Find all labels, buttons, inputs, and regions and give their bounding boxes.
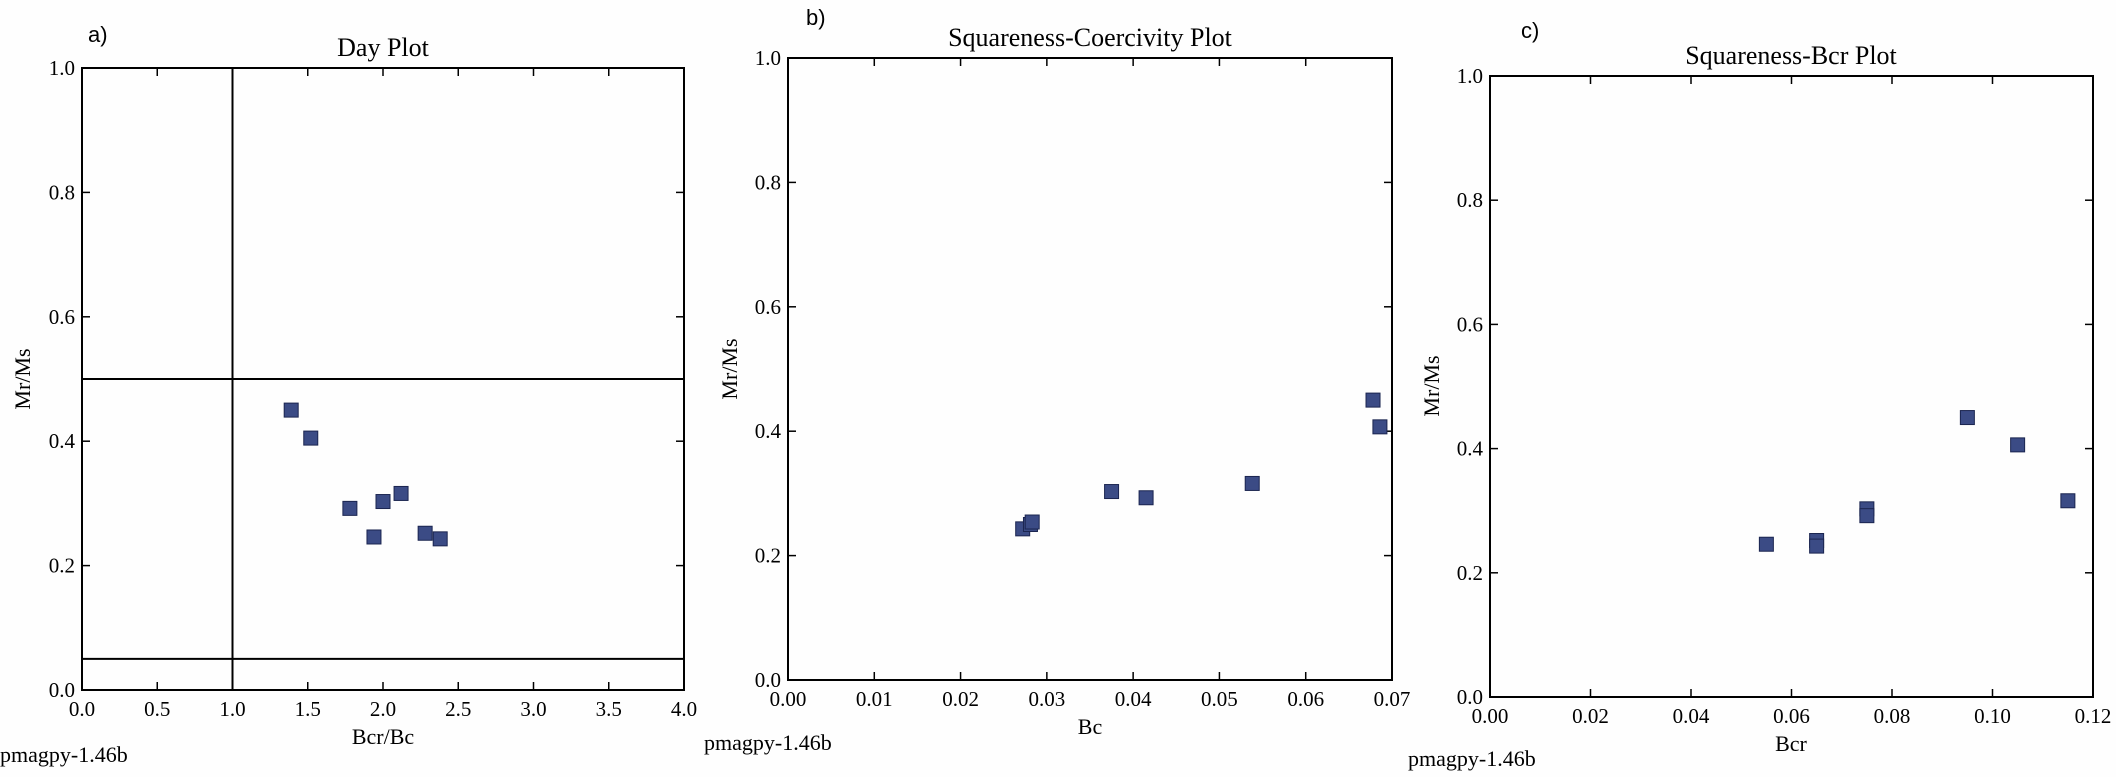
x-tick-label: 0.00 xyxy=(770,687,807,711)
x-tick-label: 0.04 xyxy=(1673,704,1710,728)
y-tick-label: 0.0 xyxy=(1457,685,1483,709)
x-tick-label: 0.06 xyxy=(1287,687,1324,711)
data-point xyxy=(342,500,358,516)
panel-label: a) xyxy=(88,22,108,47)
x-tick-label: 0.08 xyxy=(1874,704,1911,728)
x-tick-label: 0.00 xyxy=(1472,704,1509,728)
data-point xyxy=(1104,484,1120,500)
x-tick-label: 0.05 xyxy=(1201,687,1238,711)
data-point xyxy=(1372,419,1388,435)
x-tick-label: 4.0 xyxy=(671,697,697,721)
x-axis-label: Bcr/Bc xyxy=(352,724,415,749)
data-point xyxy=(1959,410,1975,426)
x-tick-label: 0.5 xyxy=(144,697,170,721)
x-tick-label: 0.12 xyxy=(2075,704,2112,728)
x-tick-label: 0.02 xyxy=(942,687,979,711)
x-tick-label: 2.0 xyxy=(370,697,396,721)
x-tick-label: 3.5 xyxy=(596,697,622,721)
y-tick-label: 0.2 xyxy=(1457,561,1483,585)
x-tick-label: 0.06 xyxy=(1773,704,1810,728)
panel-label: b) xyxy=(806,5,826,30)
data-point xyxy=(417,525,433,541)
data-point xyxy=(375,494,391,510)
x-tick-label: 0.0 xyxy=(69,697,95,721)
data-point xyxy=(1244,475,1260,491)
x-tick-label: 0.07 xyxy=(1374,687,1411,711)
day-plot-panel: 0.0 0.5 1.0 1.5 2.0 2.5 3.0 3.5 4.0 0.0 0.2 0.4 0.6 0… xyxy=(0,22,697,767)
x-tick-label: 0.04 xyxy=(1115,687,1152,711)
y-tick-label: 0.4 xyxy=(755,419,782,443)
data-point xyxy=(303,430,319,446)
x-axis-label: Bc xyxy=(1078,714,1103,739)
y-tick-label: 0.6 xyxy=(1457,312,1483,336)
chart-title: Day Plot xyxy=(337,33,430,62)
squareness-coercivity-panel: 0.00 0.01 0.02 0.03 0.04 0.05 0.06 0.07 0.0 0.2 0.… xyxy=(704,5,1410,755)
panel-label: c) xyxy=(1521,18,1539,43)
data-point xyxy=(1138,490,1154,506)
plot-frame xyxy=(1489,75,2094,698)
y-tick-label: 0.6 xyxy=(755,295,781,319)
y-tick-label: 0.8 xyxy=(755,170,781,194)
data-point xyxy=(393,485,409,501)
chart-title: Squareness-Bcr Plot xyxy=(1685,41,1897,70)
y-tick-label: 1.0 xyxy=(1457,64,1483,88)
x-tick-label: 0.03 xyxy=(1028,687,1065,711)
x-tick-label: 3.0 xyxy=(520,697,546,721)
x-tick-label: 0.02 xyxy=(1572,704,1609,728)
data-point xyxy=(283,402,299,418)
x-tick-label: 0.10 xyxy=(1974,704,2011,728)
version-footer: pmagpy-1.46b xyxy=(0,742,128,767)
chart-title: Squareness-Coercivity Plot xyxy=(948,23,1233,52)
y-tick-label: 0.0 xyxy=(49,678,75,702)
y-tick-label: 1.0 xyxy=(755,46,781,70)
data-point xyxy=(1859,508,1875,524)
data-point xyxy=(366,529,382,545)
y-tick-label: 0.6 xyxy=(49,305,75,329)
data-point xyxy=(1809,538,1825,554)
x-tick-label: 1.5 xyxy=(295,697,321,721)
y-tick-label: 0.4 xyxy=(49,429,76,453)
data-point xyxy=(432,531,448,547)
y-axis-label: Mr/Ms xyxy=(10,348,35,409)
x-tick-label: 0.01 xyxy=(856,687,893,711)
y-tick-label: 0.4 xyxy=(1457,437,1484,461)
y-tick-label: 0.2 xyxy=(755,544,781,568)
x-axis-label: Bcr xyxy=(1775,731,1807,756)
x-tick-label: 2.5 xyxy=(445,697,471,721)
plot-frame xyxy=(787,57,1393,681)
data-point xyxy=(1365,392,1381,408)
version-footer: pmagpy-1.46b xyxy=(1408,746,1536,771)
y-tick-label: 0.0 xyxy=(755,668,781,692)
squareness-bcr-panel: 0.00 0.02 0.04 0.06 0.08 0.10 0.12 0.0 0.2 0.4 0.6… xyxy=(1408,18,2111,771)
data-point xyxy=(2010,437,2026,453)
y-tick-label: 1.0 xyxy=(49,56,75,80)
x-tick-label: 1.0 xyxy=(219,697,245,721)
y-tick-label: 0.8 xyxy=(49,180,75,204)
y-tick-label: 0.8 xyxy=(1457,188,1483,212)
y-axis-label: Mr/Ms xyxy=(1419,355,1444,416)
data-point xyxy=(1024,514,1040,530)
y-tick-label: 0.2 xyxy=(49,554,75,578)
y-axis-label: Mr/Ms xyxy=(717,338,742,399)
version-footer: pmagpy-1.46b xyxy=(704,730,832,755)
data-point xyxy=(2060,493,2076,509)
data-point xyxy=(1758,536,1774,552)
